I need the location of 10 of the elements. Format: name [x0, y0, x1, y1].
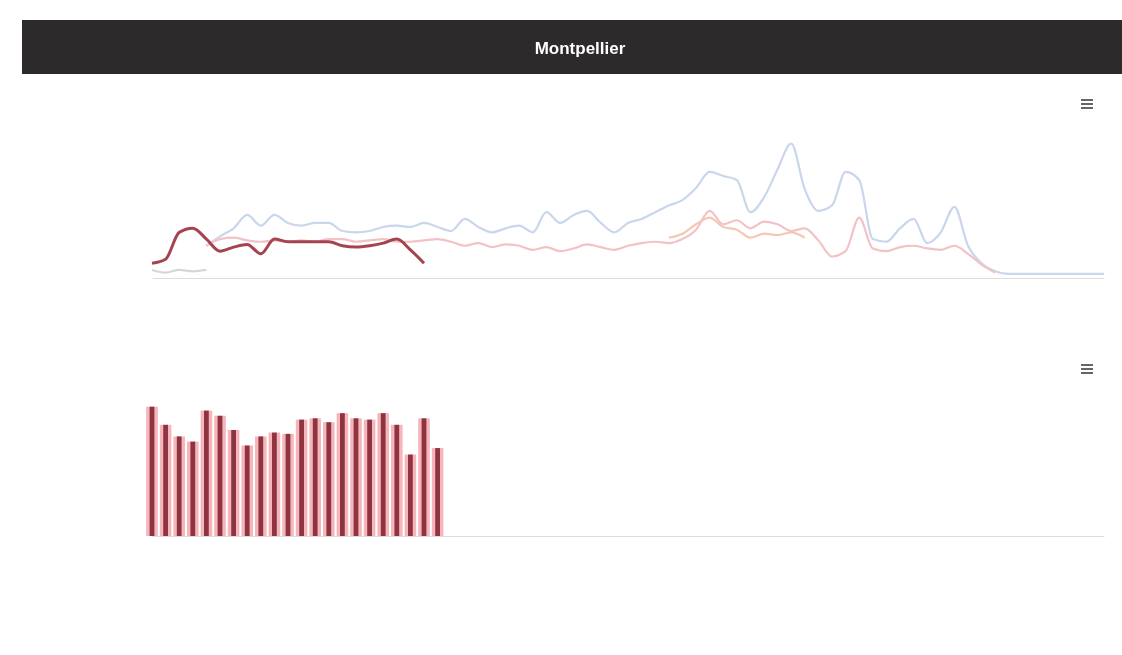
bar — [408, 454, 413, 536]
bar — [367, 419, 372, 536]
bar — [340, 413, 345, 536]
bar — [231, 429, 236, 536]
bar — [272, 432, 277, 536]
chart-title: Montpellier — [534, 39, 626, 58]
bar — [435, 448, 440, 536]
bar — [163, 424, 168, 536]
bar — [299, 419, 304, 536]
bar — [204, 410, 209, 536]
